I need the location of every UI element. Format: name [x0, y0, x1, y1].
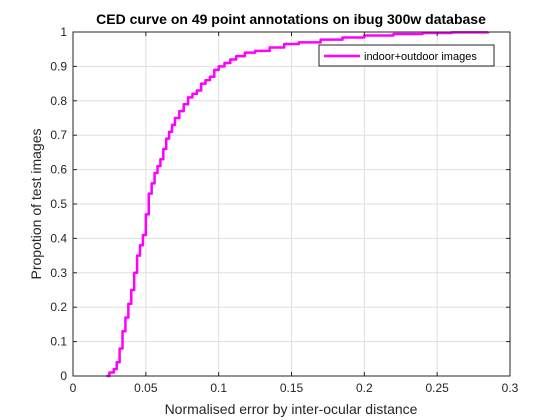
y-tick-label: 0.1	[50, 335, 67, 349]
y-tick-label: 0.2	[50, 300, 67, 314]
y-tick-label: 0.7	[50, 128, 67, 142]
y-axis-label: Propotion of test images	[28, 129, 44, 280]
x-tick-label: 0	[70, 381, 77, 395]
y-tick-label: 0.6	[50, 163, 67, 177]
y-tick-label: 0.3	[50, 266, 67, 280]
y-tick-label: 0	[60, 369, 67, 383]
x-tick-label: 0.15	[280, 381, 304, 395]
legend: indoor+outdoor images	[319, 45, 494, 66]
x-tick-label: 0.05	[134, 381, 158, 395]
x-tick-label: 0.3	[502, 381, 519, 395]
y-tick-label: 0.5	[50, 197, 67, 211]
y-tick-label: 0.8	[50, 94, 67, 108]
y-tick-label: 0.9	[50, 59, 67, 73]
legend-label: indoor+outdoor images	[364, 51, 477, 63]
y-tick-label: 0.4	[50, 231, 67, 245]
chart-title: CED curve on 49 point annotations on ibu…	[96, 11, 486, 27]
x-tick-label: 0.1	[210, 381, 227, 395]
x-tick-label: 0.25	[425, 381, 449, 395]
x-axis-label: Normalised error by inter-ocular distanc…	[165, 401, 418, 417]
x-tick-label: 0.2	[356, 381, 373, 395]
y-tick-label: 1	[60, 25, 67, 39]
